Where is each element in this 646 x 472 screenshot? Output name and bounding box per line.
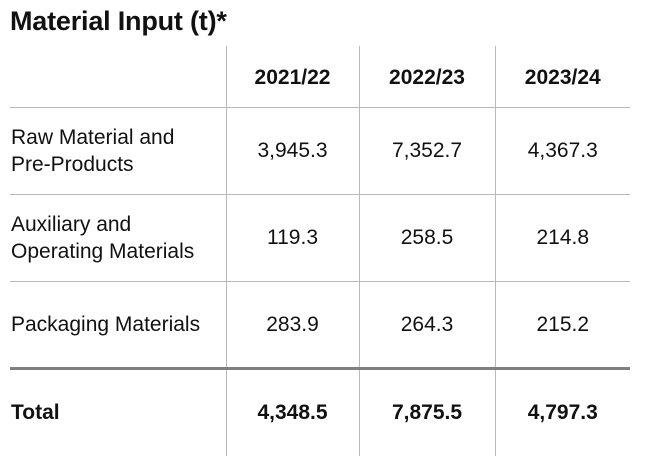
row-label-line: Operating Materials: [11, 239, 195, 263]
row-label-line: Raw Material and: [11, 125, 175, 149]
cell-raw-material-2021-22: 3,945.3: [225, 107, 359, 195]
material-input-table: 2021/22 2022/23 2023/24 Raw Material and…: [10, 46, 630, 456]
material-input-table-container: 2021/22 2022/23 2023/24 Raw Material and…: [10, 46, 630, 458]
column-header-2021-22: 2021/22: [225, 46, 359, 108]
cell-packaging-2022-23: 264.3: [358, 281, 495, 370]
cell-packaging-2021-22: 283.9: [225, 281, 359, 370]
row-label-packaging: Packaging Materials: [10, 281, 226, 370]
row-label-line: Auxiliary and: [11, 212, 132, 236]
cell-auxiliary-2023-24: 214.8: [494, 194, 630, 282]
cell-total-2023-24: 4,797.3: [494, 368, 630, 456]
page-title: Material Input (t)*: [10, 6, 227, 36]
row-label-raw-material: Raw Material and Pre-Products: [10, 107, 226, 195]
column-header-2023-24: 2023/24: [494, 46, 630, 108]
cell-total-2021-22: 4,348.5: [225, 368, 359, 456]
cell-raw-material-2022-23: 7,352.7: [358, 107, 495, 195]
cell-auxiliary-2022-23: 258.5: [358, 194, 495, 282]
row-label-line: Pre-Products: [11, 152, 134, 176]
table-header-row: 2021/22 2022/23 2023/24: [10, 46, 630, 108]
cell-packaging-2023-24: 215.2: [494, 281, 630, 370]
table-row-packaging: Packaging Materials 283.9 264.3 215.2: [10, 281, 630, 370]
table-row-auxiliary: Auxiliary and Operating Materials 119.3 …: [10, 194, 630, 282]
header-empty-cell: [10, 46, 226, 108]
table-row-total: Total 4,348.5 7,875.5 4,797.3: [10, 368, 630, 456]
row-label-auxiliary: Auxiliary and Operating Materials: [10, 194, 226, 282]
cell-raw-material-2023-24: 4,367.3: [494, 107, 630, 195]
row-label-total: Total: [11, 401, 60, 425]
column-header-2022-23: 2022/23: [358, 46, 495, 108]
cell-auxiliary-2021-22: 119.3: [225, 194, 359, 282]
cell-total-2022-23: 7,875.5: [358, 368, 495, 456]
table-row-raw-material: Raw Material and Pre-Products 3,945.3 7,…: [10, 107, 630, 195]
